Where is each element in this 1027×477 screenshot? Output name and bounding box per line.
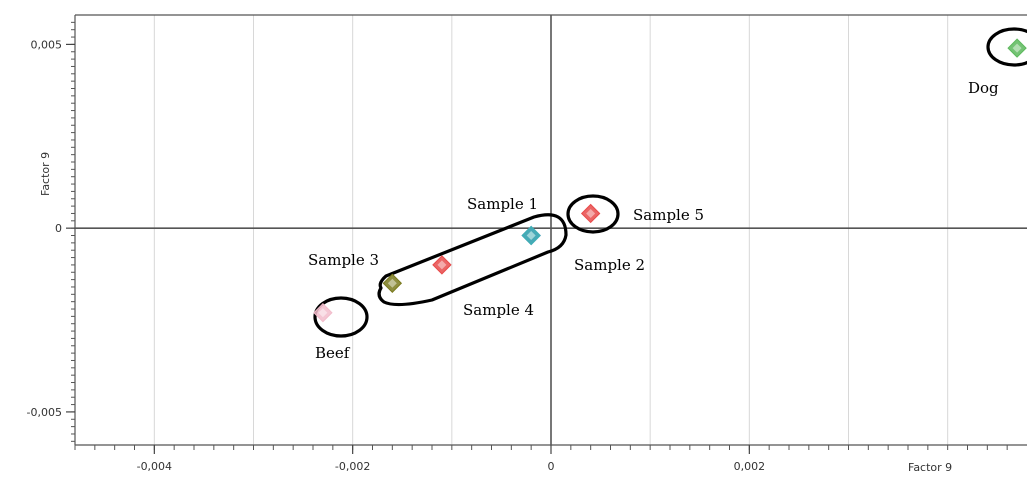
data-point-sample-4	[432, 255, 452, 275]
x-axis-title: Factor 9	[908, 461, 952, 474]
point-label-sample-1: Sample 1	[467, 195, 538, 213]
data-point-beef	[313, 302, 333, 323]
annotation-circle-sample-5	[566, 194, 620, 234]
y-tick-label: -0,005	[27, 406, 62, 419]
x-tick-label: 0	[548, 460, 555, 473]
data-point-highlight-dog	[1012, 43, 1022, 53]
point-label-sample-5: Sample 5	[633, 206, 704, 224]
data-point-highlight-sample-4	[437, 260, 447, 270]
x-tick-label: -0,002	[335, 460, 370, 473]
data-point-highlight-sample-5	[586, 208, 596, 218]
point-label-beef: Beef	[315, 344, 351, 362]
point-label-sample-2: Sample 2	[574, 256, 645, 274]
data-point-highlight-beef	[318, 308, 328, 318]
x-tick-label: 0,002	[734, 460, 766, 473]
data-point-sample-2	[521, 225, 541, 246]
y-axis-title: Factor 9	[39, 152, 52, 196]
data-point-highlight-sample-3	[387, 278, 397, 288]
axes: -0,004 -0,002 0 0,002 0,005 0 -0,005	[27, 14, 1027, 473]
hand-drawn-annotations	[313, 27, 1027, 338]
data-points	[313, 38, 1027, 323]
data-point-sample-3	[382, 273, 403, 293]
annotation-circle-beef	[313, 296, 369, 338]
data-point-sample-5	[580, 203, 601, 224]
y-tick-label: 0,005	[31, 38, 63, 51]
point-labels: Dog Sample 5 Sample 1 Sample 2 Sample 3 …	[308, 79, 999, 362]
data-point-dog	[1007, 38, 1027, 58]
point-label-sample-3: Sample 3	[308, 251, 379, 269]
x-tick-label: -0,004	[137, 460, 172, 473]
annotation-outline-sample-group	[377, 213, 568, 307]
data-point-highlight-sample-2	[526, 231, 536, 241]
gridlines	[153, 15, 949, 445]
point-label-dog: Dog	[968, 79, 999, 97]
point-label-sample-4: Sample 4	[463, 301, 534, 319]
y-tick-label: 0	[55, 222, 62, 235]
annotation-circle-dog	[986, 27, 1027, 67]
